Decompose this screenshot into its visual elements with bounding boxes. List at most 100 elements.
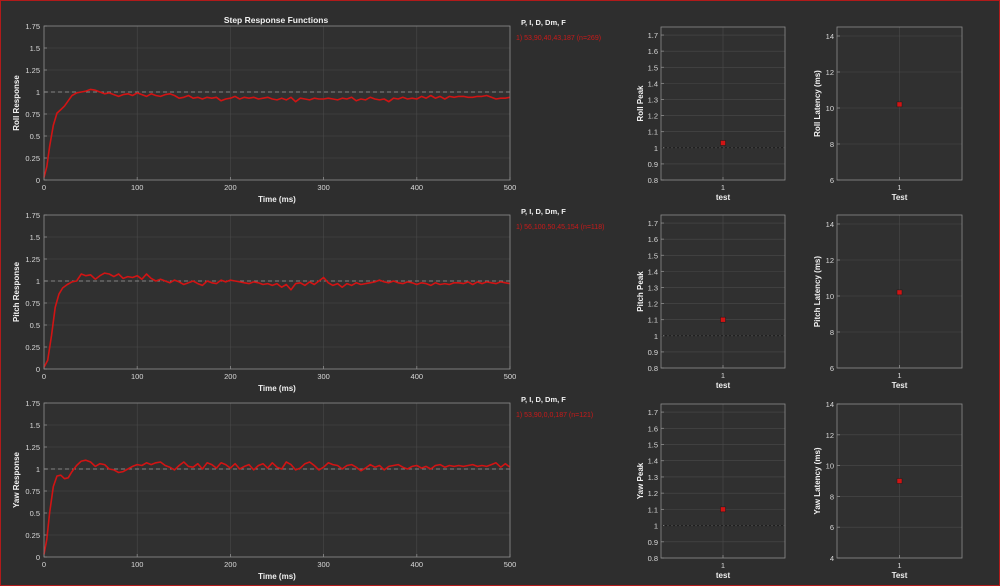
y-tick-label: 4	[830, 554, 834, 563]
y-tick-label: 0.75	[25, 487, 40, 496]
y-axis-label: Roll Response	[12, 75, 21, 131]
plot-area	[44, 403, 510, 557]
x-tick-label: 400	[411, 183, 424, 192]
x-tick-label: 100	[131, 183, 144, 192]
y-tick-label: 1.6	[648, 47, 658, 56]
y-tick-label: 6	[830, 176, 834, 185]
x-tick-label: 200	[224, 372, 237, 381]
x-tick-label: 1	[897, 183, 901, 192]
x-tick-label: 0	[42, 372, 46, 381]
y-tick-label: 10	[826, 104, 834, 113]
x-axis-label: Time (ms)	[258, 384, 296, 393]
y-tick-label: 1.5	[30, 44, 40, 53]
x-tick-label: 0	[42, 183, 46, 192]
y-tick-label: 12	[826, 256, 834, 265]
x-tick-label: 1	[721, 371, 725, 380]
y-tick-label: 0.8	[648, 176, 658, 185]
y-axis-label: Pitch Response	[12, 261, 21, 322]
y-tick-label: 1	[36, 277, 40, 286]
x-axis-label: Time (ms)	[258, 572, 296, 581]
x-tick-label: 400	[411, 372, 424, 381]
y-tick-label: 1	[654, 144, 658, 153]
y-tick-label: 1.25	[25, 443, 40, 452]
y-tick-label: 0.75	[25, 110, 40, 119]
y-tick-label: 0.9	[648, 160, 658, 169]
data-point	[720, 316, 726, 323]
data-point	[896, 289, 903, 296]
y-tick-label: 0	[36, 553, 40, 562]
y-tick-label: 1.5	[648, 63, 658, 72]
y-tick-label: 0.9	[648, 538, 658, 547]
data-point	[896, 478, 903, 484]
y-tick-label: 1.1	[648, 316, 658, 325]
y-tick-label: 8	[830, 328, 834, 337]
y-tick-label: 1.25	[25, 66, 40, 75]
y-tick-label: 10	[826, 462, 834, 471]
x-tick-label: 500	[504, 560, 517, 569]
y-tick-label: 0.25	[25, 531, 40, 540]
y-tick-label: 1.4	[648, 79, 658, 88]
y-tick-label: 1.75	[25, 211, 40, 220]
y-tick-label: 1	[654, 332, 658, 341]
response-trace	[43, 88, 511, 178]
legend-header: P, I, D, Dm, F	[521, 18, 566, 27]
y-tick-label: 14	[826, 400, 834, 409]
y-tick-label: 1.4	[648, 457, 658, 466]
y-tick-label: 14	[826, 32, 834, 41]
y-tick-label: 0.8	[648, 364, 658, 373]
plot-border	[660, 214, 786, 369]
x-tick-label: 1	[897, 561, 901, 570]
pitch-step-chart: 0 0.25 0.5 0.75 1 1.25 1.5 1.75 0 100 200 300 400 500…	[12, 207, 604, 393]
x-axis-label: Time (ms)	[258, 195, 296, 204]
y-tick-label: 1	[654, 522, 658, 531]
y-tick-label: 1.6	[648, 235, 658, 244]
y-tick-label: 0	[36, 176, 40, 185]
y-tick-label: 8	[830, 140, 834, 149]
y-tick-label: 1.1	[648, 505, 658, 514]
y-tick-label: 0.75	[25, 299, 40, 308]
data-point	[720, 140, 726, 146]
y-axis-label: Pitch Latency (ms)	[813, 256, 822, 327]
x-tick-label: 500	[504, 183, 517, 192]
y-tick-label: 12	[826, 431, 834, 440]
y-axis-label: Yaw Latency (ms)	[813, 447, 822, 514]
x-tick-label: 1	[897, 371, 901, 380]
plot-border	[43, 214, 511, 370]
y-tick-label: 10	[826, 292, 834, 301]
y-tick-label: 1.4	[648, 267, 658, 276]
data-point	[896, 101, 903, 108]
y-tick-label: 1.3	[648, 95, 658, 104]
y-tick-label: 0.25	[25, 343, 40, 352]
y-tick-label: 12	[826, 68, 834, 77]
y-tick-label: 1.2	[648, 112, 658, 121]
y-tick-label: 0.5	[30, 321, 40, 330]
x-tick-label: 500	[504, 372, 517, 381]
plot-border	[836, 214, 963, 369]
x-tick-label: 100	[131, 560, 144, 569]
x-axis-label: Test	[892, 193, 908, 202]
y-tick-label: 0	[36, 365, 40, 374]
x-tick-label: 300	[317, 560, 330, 569]
x-tick-label: 400	[411, 560, 424, 569]
legend-entry: 1) 56,100,50,45,154 (n=118)	[516, 224, 604, 231]
y-tick-label: 1.75	[25, 22, 40, 31]
y-tick-label: 1.5	[30, 421, 40, 430]
x-axis-label: Test	[892, 381, 908, 390]
x-tick-label: 200	[224, 560, 237, 569]
x-axis-label: test	[716, 193, 731, 202]
x-axis-label: Test	[892, 571, 908, 580]
y-tick-label: 1.5	[648, 251, 658, 260]
y-tick-label: 8	[830, 492, 834, 501]
roll-step-chart: 0 0.25 0.5 0.75 1 1.25 1.5 1.75 0 100 200 300 400 500…	[12, 18, 601, 204]
y-tick-label: 6	[830, 364, 834, 373]
y-tick-label: 0.5	[30, 132, 40, 141]
x-axis-label: test	[716, 571, 731, 580]
y-axis-label: Roll Latency (ms)	[813, 70, 822, 137]
y-tick-label: 1.3	[648, 283, 658, 292]
